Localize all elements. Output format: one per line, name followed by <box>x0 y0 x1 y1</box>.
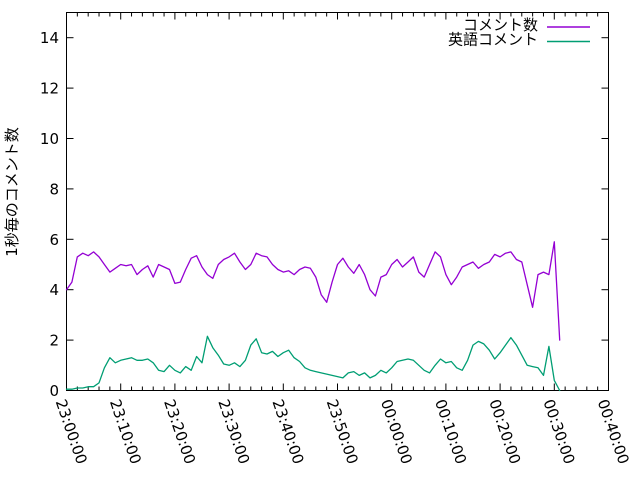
legend-item-0: コメント数 <box>463 16 590 34</box>
legend-item-1: 英語コメント <box>448 31 590 49</box>
y-tick-label: 2 <box>49 332 59 350</box>
plot-border <box>66 12 609 391</box>
x-tick-label: 23:10:00 <box>106 397 145 467</box>
y-tick-label: 4 <box>49 281 59 299</box>
y-tick-label: 10 <box>40 130 59 148</box>
legend-label: 英語コメント <box>448 31 538 49</box>
x-tick-label: 00:00:00 <box>377 397 416 467</box>
series-line-1 <box>65 335 561 392</box>
x-tick-label: 23:30:00 <box>214 397 253 467</box>
series-line-0 <box>65 241 561 341</box>
x-tick-label: 23:40:00 <box>269 397 308 467</box>
x-tick-label: 23:20:00 <box>160 397 199 467</box>
y-tick-label: 6 <box>49 231 59 249</box>
x-tick-label: 23:50:00 <box>323 397 362 467</box>
x-tick-label: 00:30:00 <box>540 397 579 467</box>
x-tick-label: 00:20:00 <box>485 397 524 467</box>
x-tick-label: 00:40:00 <box>594 397 633 467</box>
legend-label: コメント数 <box>463 16 538 34</box>
y-tick-label: 14 <box>40 29 59 47</box>
x-tick-label: 23:00:00 <box>52 397 91 467</box>
y-tick-label: 0 <box>49 382 59 400</box>
y-axis-title: 1秒毎のコメント数 <box>3 127 21 257</box>
y-tick-label: 12 <box>40 80 59 98</box>
x-tick-label: 00:10:00 <box>431 397 470 467</box>
y-tick-label: 8 <box>49 180 59 198</box>
